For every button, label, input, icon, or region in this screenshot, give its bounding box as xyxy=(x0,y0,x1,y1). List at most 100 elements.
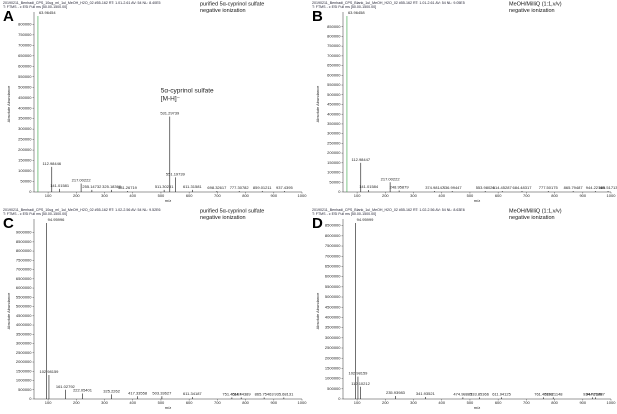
panel-annotation: negative ionization xyxy=(509,215,555,221)
x-tick-label: 300 xyxy=(101,400,108,405)
peak-label: 944.22146 xyxy=(586,185,606,190)
panel-header: T: FTMS - c ESI Full ms [50.00-1500.00] xyxy=(312,5,376,9)
peak-label: 761.46146 xyxy=(534,391,554,396)
y-tick-label: 6000000 xyxy=(16,285,32,290)
peak-label: 325.2262 xyxy=(103,388,120,393)
x-tick-label: 1000 xyxy=(298,400,308,405)
panel: C 20190211_Benhadi_CPS_10ug_ml_1ul_MeOH_H… xyxy=(3,208,307,410)
y-tick-label: 8500000 xyxy=(325,223,341,228)
panel-annotation: negative ionization xyxy=(509,8,555,14)
y-tick-label: 150000 xyxy=(327,160,341,165)
peak-label: 865.75463 xyxy=(255,392,275,397)
y-tick-label: 650000 xyxy=(18,53,32,58)
peak-label: 553.98026 xyxy=(476,185,496,190)
panel-header: 20190211_Benhadi_CPS_10ug_ml_1ul_MeOH_H2… xyxy=(3,1,161,5)
peak-label: 161.02792 xyxy=(56,384,76,389)
panel-letter: B xyxy=(312,8,323,25)
y-tick-label: 850000 xyxy=(327,24,341,29)
y-tick-label: 4000000 xyxy=(325,314,341,319)
x-tick-label: 500 xyxy=(158,193,165,198)
panel-annotation: purified 5α-cyprinol sulfate xyxy=(200,208,264,214)
y-tick-label: 4500000 xyxy=(16,313,32,318)
x-tick-label: 1000 xyxy=(607,193,617,198)
x-tick-label: 400 xyxy=(438,193,445,198)
peak-label: 436.99447 xyxy=(443,185,463,190)
y-tick-label: 5500000 xyxy=(325,284,341,289)
x-tick-label: 600 xyxy=(495,400,502,405)
y-tick-label: 300000 xyxy=(327,131,341,136)
peak-label: 112.98447 xyxy=(351,157,370,162)
y-tick-label: 600000 xyxy=(18,63,32,68)
y-tick-label: 5000000 xyxy=(16,304,32,309)
y-axis-label: Absolute Abundance xyxy=(315,292,320,329)
y-tick-label: 5500000 xyxy=(16,294,32,299)
panel-letter: A xyxy=(3,8,14,25)
y-tick-label: 0 xyxy=(29,189,32,194)
peak-label: 531.29739 xyxy=(160,111,180,116)
x-tick-label: 800 xyxy=(551,400,558,405)
peak-label: 777.50175 xyxy=(539,185,559,190)
x-tick-label: 500 xyxy=(467,193,474,198)
x-tick-label: 800 xyxy=(242,193,249,198)
y-tick-label: 7000000 xyxy=(325,253,341,258)
y-tick-label: 0 xyxy=(338,189,341,194)
y-tick-label: 50000 xyxy=(329,179,341,184)
panel-header: T: FTMS - c ESI Full ms [50.00-1500.00] xyxy=(3,212,67,216)
peak-label: 511.30231 xyxy=(155,184,174,189)
x-tick-label: 900 xyxy=(579,400,586,405)
panel-annotation: negative ionization xyxy=(200,8,246,14)
y-tick-label: 7500000 xyxy=(16,257,32,262)
panel-letter: C xyxy=(3,215,14,232)
y-tick-label: 6500000 xyxy=(16,276,32,281)
x-tick-label: 700 xyxy=(523,400,530,405)
y-tick-label: 2500000 xyxy=(16,350,32,355)
y-tick-label: 6500000 xyxy=(325,264,341,269)
peak-label: 611.94125 xyxy=(492,391,511,396)
y-tick-label: 750000 xyxy=(327,43,341,48)
y-axis-label: Absolute Abundance xyxy=(6,85,11,122)
y-tick-label: 500000 xyxy=(18,84,32,89)
y-tick-label: 8000000 xyxy=(16,248,32,253)
peak-label: 325.18369 xyxy=(102,184,122,189)
panel-header: 20190211_Benhadi_CPS_Blank_1ul_MeOH_H2O_… xyxy=(312,208,465,212)
peak-label: 217.00222 xyxy=(72,178,92,183)
y-tick-label: 100000 xyxy=(327,170,341,175)
peak-label: 341.93521 xyxy=(416,391,436,396)
y-tick-label: 8000000 xyxy=(325,233,341,238)
panel-header: 20190211_Benhadi_CPS_Blank_1ul_MeOH_H2O_… xyxy=(312,1,465,5)
y-tick-label: 150000 xyxy=(18,158,32,163)
y-tick-label: 300000 xyxy=(18,126,32,131)
y-tick-label: 800000 xyxy=(327,33,341,38)
panel-header: T: FTMS - c ESI Full ms [50.00-1500.00] xyxy=(3,5,67,9)
panel-annotation: MeOH/MilliQ (1:1,v/v) xyxy=(509,1,562,7)
y-tick-label: 200000 xyxy=(327,150,341,155)
x-axis-label: m/z xyxy=(474,405,480,410)
x-tick-label: 200 xyxy=(73,400,80,405)
x-tick-label: 600 xyxy=(186,193,193,198)
peak-label: 141.01581 xyxy=(50,183,70,188)
panel: A 20190211_Benhadi_CPS_10ug_ml_1ul_MeOH_H… xyxy=(3,1,307,203)
peak-label: 865.79487 xyxy=(564,185,584,190)
y-tick-label: 250000 xyxy=(18,137,32,142)
y-tick-label: 3500000 xyxy=(325,325,341,330)
y-tick-label: 6000000 xyxy=(325,274,341,279)
y-tick-label: 1500000 xyxy=(16,368,32,373)
y-tick-label: 500000 xyxy=(18,387,32,392)
x-axis-label: m/z xyxy=(165,405,171,410)
peak-label: 934.76129 xyxy=(583,391,603,396)
y-axis-label: Absolute Abundance xyxy=(6,292,11,329)
y-tick-label: 350000 xyxy=(327,121,341,126)
peak-label: 551.19739 xyxy=(166,171,186,176)
y-tick-label: 3000000 xyxy=(325,335,341,340)
peak-label: 141.01584 xyxy=(359,184,379,189)
peak-label: 611.31581 xyxy=(183,184,202,189)
x-tick-label: 500 xyxy=(467,400,474,405)
y-tick-label: 9000000 xyxy=(16,230,32,235)
y-tick-label: 1000000 xyxy=(16,378,32,383)
peak-label: 102.98159 xyxy=(39,369,59,374)
y-tick-label: 7500000 xyxy=(325,243,341,248)
y-tick-label: 3000000 xyxy=(16,341,32,346)
x-tick-label: 500 xyxy=(158,400,165,405)
y-tick-label: 50000 xyxy=(20,179,32,184)
